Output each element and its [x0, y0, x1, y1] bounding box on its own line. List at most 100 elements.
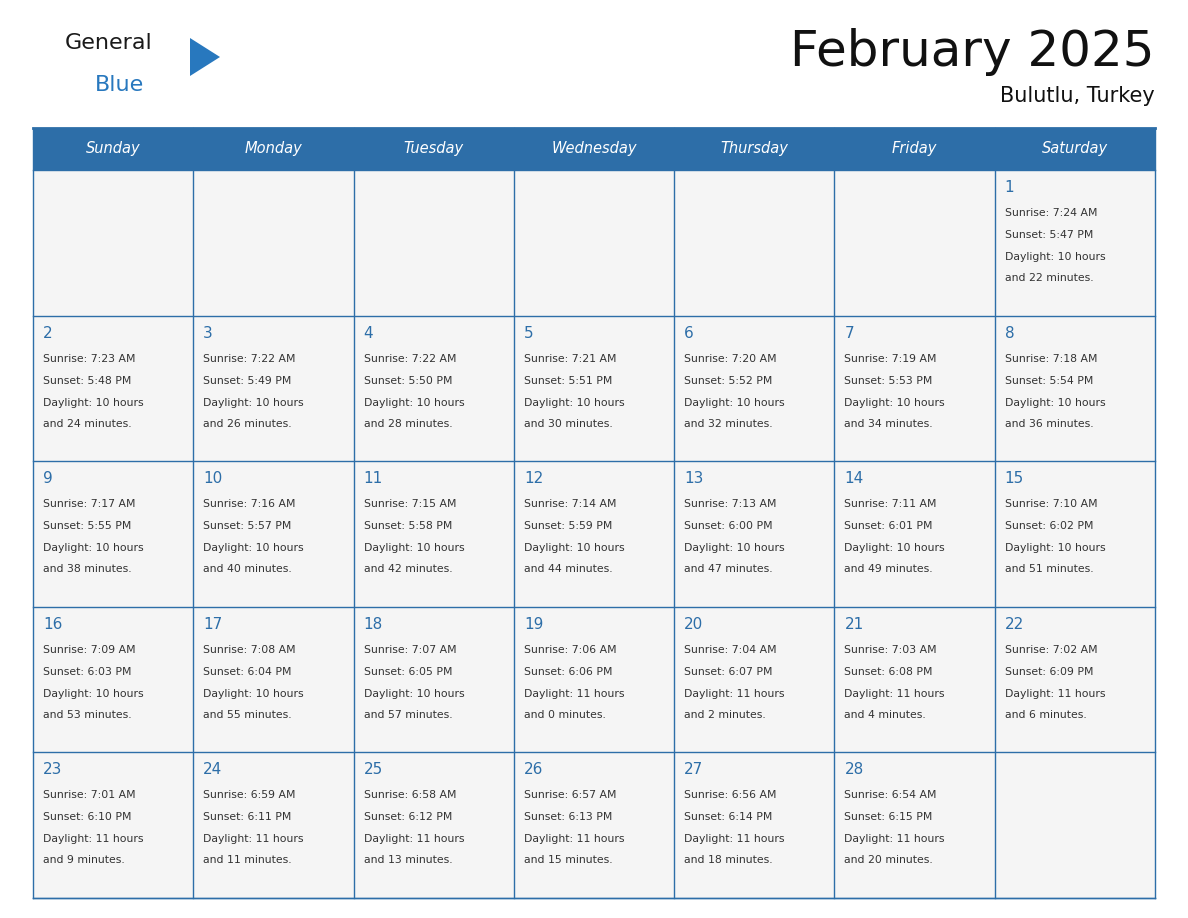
Text: 25: 25: [364, 763, 383, 778]
Text: Sunrise: 7:02 AM: Sunrise: 7:02 AM: [1005, 644, 1098, 655]
Text: 27: 27: [684, 763, 703, 778]
Text: Daylight: 10 hours: Daylight: 10 hours: [43, 397, 144, 408]
Text: and 42 minutes.: and 42 minutes.: [364, 565, 453, 574]
Bar: [194, 128, 354, 170]
Polygon shape: [190, 38, 220, 76]
Text: February 2025: February 2025: [790, 28, 1155, 76]
Text: Daylight: 10 hours: Daylight: 10 hours: [364, 688, 465, 699]
Text: Daylight: 11 hours: Daylight: 11 hours: [43, 834, 144, 845]
Text: Sunrise: 7:08 AM: Sunrise: 7:08 AM: [203, 644, 296, 655]
Text: and 0 minutes.: and 0 minutes.: [524, 710, 606, 720]
Text: Tuesday: Tuesday: [404, 141, 463, 156]
Text: Daylight: 10 hours: Daylight: 10 hours: [524, 543, 625, 554]
Text: 10: 10: [203, 471, 222, 487]
Text: and 40 minutes.: and 40 minutes.: [203, 565, 292, 574]
Text: Sunrise: 7:06 AM: Sunrise: 7:06 AM: [524, 644, 617, 655]
Text: 1: 1: [1005, 180, 1015, 195]
Bar: [354, 316, 514, 461]
Bar: [514, 607, 674, 753]
Text: Sunrise: 7:11 AM: Sunrise: 7:11 AM: [845, 499, 937, 509]
Text: and 32 minutes.: and 32 minutes.: [684, 419, 772, 429]
Bar: [354, 128, 514, 170]
Text: Sunset: 6:10 PM: Sunset: 6:10 PM: [43, 812, 132, 823]
Text: Sunset: 5:48 PM: Sunset: 5:48 PM: [43, 375, 132, 386]
Text: Sunrise: 6:59 AM: Sunrise: 6:59 AM: [203, 790, 296, 800]
Bar: [674, 128, 834, 170]
Text: 3: 3: [203, 326, 213, 341]
Text: Daylight: 10 hours: Daylight: 10 hours: [1005, 543, 1105, 554]
Text: Sunset: 6:03 PM: Sunset: 6:03 PM: [43, 666, 132, 677]
Bar: [834, 128, 994, 170]
Text: Sunset: 5:55 PM: Sunset: 5:55 PM: [43, 521, 132, 532]
Bar: [834, 170, 994, 316]
Text: and 15 minutes.: and 15 minutes.: [524, 856, 613, 866]
Text: 21: 21: [845, 617, 864, 632]
Bar: [514, 461, 674, 607]
Bar: [354, 607, 514, 753]
Text: Daylight: 10 hours: Daylight: 10 hours: [845, 543, 944, 554]
Bar: [994, 128, 1155, 170]
Text: Sunset: 6:05 PM: Sunset: 6:05 PM: [364, 666, 453, 677]
Text: and 28 minutes.: and 28 minutes.: [364, 419, 453, 429]
Text: and 26 minutes.: and 26 minutes.: [203, 419, 292, 429]
Text: Sunrise: 7:21 AM: Sunrise: 7:21 AM: [524, 353, 617, 364]
Bar: [194, 753, 354, 898]
Text: and 9 minutes.: and 9 minutes.: [43, 856, 125, 866]
Text: Daylight: 11 hours: Daylight: 11 hours: [524, 834, 625, 845]
Text: and 4 minutes.: and 4 minutes.: [845, 710, 927, 720]
Text: and 47 minutes.: and 47 minutes.: [684, 565, 772, 574]
Text: 8: 8: [1005, 326, 1015, 341]
Text: Sunrise: 7:09 AM: Sunrise: 7:09 AM: [43, 644, 135, 655]
Text: and 30 minutes.: and 30 minutes.: [524, 419, 613, 429]
Text: and 6 minutes.: and 6 minutes.: [1005, 710, 1087, 720]
Text: Sunday: Sunday: [86, 141, 140, 156]
Bar: [994, 316, 1155, 461]
Text: 20: 20: [684, 617, 703, 632]
Bar: [674, 607, 834, 753]
Text: 2: 2: [43, 326, 52, 341]
Bar: [514, 170, 674, 316]
Text: Blue: Blue: [95, 75, 144, 95]
Text: Daylight: 10 hours: Daylight: 10 hours: [684, 543, 785, 554]
Text: Daylight: 10 hours: Daylight: 10 hours: [524, 397, 625, 408]
Text: Sunset: 6:08 PM: Sunset: 6:08 PM: [845, 666, 933, 677]
Text: Daylight: 11 hours: Daylight: 11 hours: [364, 834, 465, 845]
Text: Sunrise: 6:54 AM: Sunrise: 6:54 AM: [845, 790, 937, 800]
Text: Sunset: 5:53 PM: Sunset: 5:53 PM: [845, 375, 933, 386]
Text: 13: 13: [684, 471, 703, 487]
Text: and 20 minutes.: and 20 minutes.: [845, 856, 934, 866]
Bar: [514, 316, 674, 461]
Text: and 24 minutes.: and 24 minutes.: [43, 419, 132, 429]
Bar: [194, 607, 354, 753]
Text: Sunrise: 7:24 AM: Sunrise: 7:24 AM: [1005, 208, 1098, 218]
Bar: [834, 753, 994, 898]
Text: 26: 26: [524, 763, 543, 778]
Bar: [33, 753, 194, 898]
Text: and 36 minutes.: and 36 minutes.: [1005, 419, 1093, 429]
Text: Sunset: 6:15 PM: Sunset: 6:15 PM: [845, 812, 933, 823]
Text: Sunrise: 7:23 AM: Sunrise: 7:23 AM: [43, 353, 135, 364]
Text: Sunset: 5:51 PM: Sunset: 5:51 PM: [524, 375, 612, 386]
Bar: [994, 753, 1155, 898]
Text: and 2 minutes.: and 2 minutes.: [684, 710, 766, 720]
Text: Sunrise: 7:18 AM: Sunrise: 7:18 AM: [1005, 353, 1098, 364]
Text: and 57 minutes.: and 57 minutes.: [364, 710, 453, 720]
Text: Daylight: 10 hours: Daylight: 10 hours: [43, 543, 144, 554]
Text: 18: 18: [364, 617, 383, 632]
Text: Sunrise: 7:16 AM: Sunrise: 7:16 AM: [203, 499, 296, 509]
Text: Friday: Friday: [892, 141, 937, 156]
Text: 15: 15: [1005, 471, 1024, 487]
Text: 5: 5: [524, 326, 533, 341]
Text: 11: 11: [364, 471, 383, 487]
Text: Sunset: 6:13 PM: Sunset: 6:13 PM: [524, 812, 612, 823]
Text: Monday: Monday: [245, 141, 302, 156]
Text: Sunrise: 7:19 AM: Sunrise: 7:19 AM: [845, 353, 937, 364]
Text: and 53 minutes.: and 53 minutes.: [43, 710, 132, 720]
Text: Sunrise: 7:10 AM: Sunrise: 7:10 AM: [1005, 499, 1098, 509]
Text: Sunset: 6:14 PM: Sunset: 6:14 PM: [684, 812, 772, 823]
Text: 14: 14: [845, 471, 864, 487]
Text: Sunset: 6:01 PM: Sunset: 6:01 PM: [845, 521, 933, 532]
Text: 22: 22: [1005, 617, 1024, 632]
Text: Saturday: Saturday: [1042, 141, 1108, 156]
Text: 19: 19: [524, 617, 543, 632]
